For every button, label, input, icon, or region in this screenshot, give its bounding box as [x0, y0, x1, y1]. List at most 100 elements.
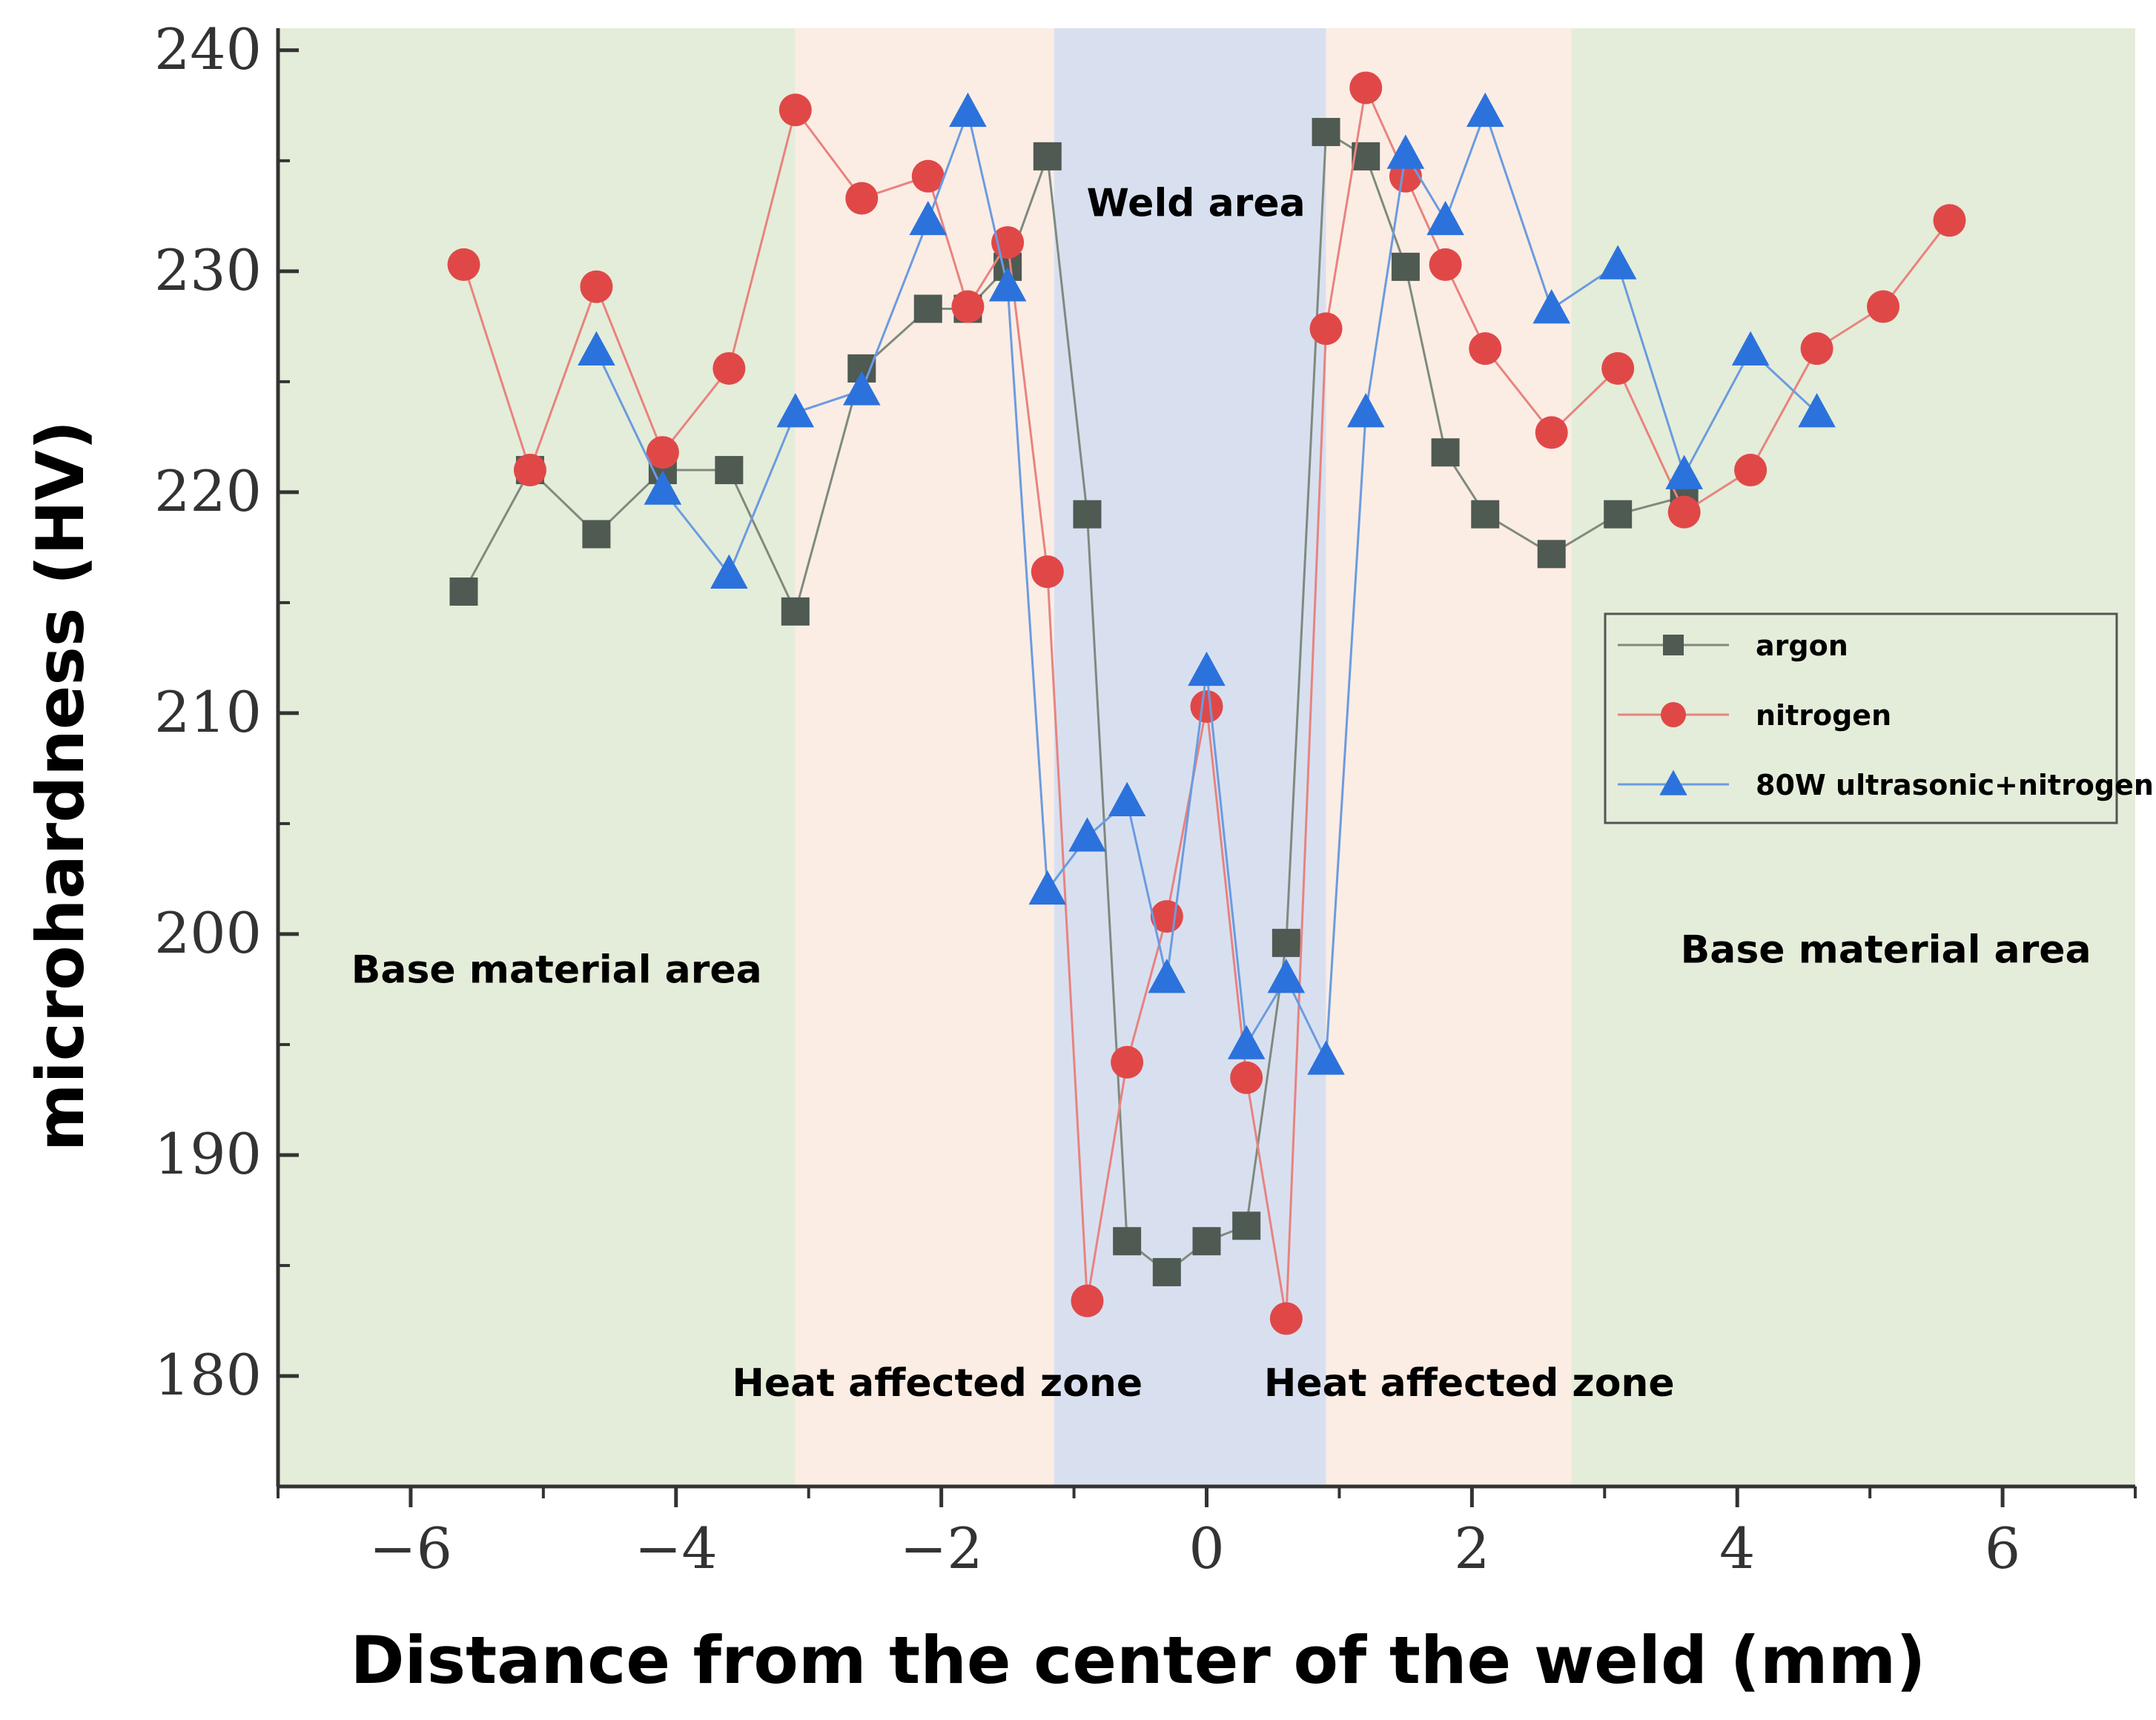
data-point — [1307, 1040, 1345, 1075]
region-label: Base material area — [351, 947, 762, 992]
data-point — [1426, 200, 1464, 236]
region-band — [278, 28, 796, 1486]
data-point — [991, 226, 1025, 259]
data-point — [1312, 118, 1340, 147]
data-point — [1665, 454, 1703, 489]
data-point — [715, 456, 744, 485]
data-point — [949, 92, 987, 128]
data-point — [712, 351, 746, 385]
data-point — [1068, 817, 1106, 852]
data-point — [580, 270, 613, 303]
x-tick-label: −6 — [369, 1515, 452, 1581]
axes-layer: 180 190 200 210 220 230 240 −6 −4 −2 0 2 4 6 — [154, 16, 2137, 1581]
data-point — [1867, 290, 1900, 323]
legend: argon nitrogen 80W ultrasonic+nitrogen — [1604, 612, 2154, 824]
x-tick-label: −2 — [900, 1515, 983, 1581]
x-tick-label: 6 — [1985, 1515, 2020, 1581]
legend-item: nitrogen — [1618, 699, 1891, 732]
region-label: Weld area — [1087, 181, 1306, 225]
data-point — [778, 93, 812, 127]
data-point — [1111, 1045, 1144, 1079]
legend-label: argon — [1756, 629, 1848, 662]
data-point — [1386, 134, 1425, 169]
x-axis-title: Distance from the center of the weld (mm… — [351, 1622, 1926, 1698]
data-point — [1466, 92, 1504, 128]
legend-marker — [1663, 635, 1684, 655]
data-point — [1798, 393, 1836, 428]
y-tick-label: 210 — [154, 679, 262, 745]
data-point — [988, 267, 1027, 302]
data-point — [845, 182, 879, 215]
region-label: Base material area — [1681, 928, 2091, 973]
y-tick-label: 180 — [154, 1342, 262, 1408]
data-point — [842, 371, 881, 406]
data-point — [911, 159, 945, 193]
legend-box — [1604, 612, 2118, 824]
x-tick-label: 2 — [1454, 1515, 1489, 1581]
data-point — [776, 393, 815, 428]
data-point — [1471, 500, 1500, 529]
data-point — [447, 248, 480, 281]
data-point — [1028, 870, 1067, 905]
data-point — [1269, 1302, 1303, 1335]
legend-marker — [1659, 770, 1687, 796]
data-point — [578, 331, 615, 366]
data-point — [1604, 500, 1633, 529]
data-point — [1230, 1061, 1263, 1094]
y-tick-label: 240 — [154, 16, 262, 82]
data-point — [1346, 393, 1385, 428]
data-point — [1535, 416, 1568, 449]
data-point — [1598, 245, 1637, 280]
data-point — [1071, 1284, 1104, 1317]
legend-item: argon — [1618, 629, 1848, 662]
data-point — [1227, 1025, 1266, 1059]
data-point — [1033, 142, 1062, 171]
y-tick-label: 220 — [154, 458, 262, 524]
data-point — [1731, 331, 1770, 366]
data-point — [1469, 332, 1502, 366]
data-point — [710, 554, 748, 589]
data-point — [1108, 781, 1146, 816]
series-layer — [447, 71, 1966, 1335]
data-point — [1192, 1227, 1221, 1256]
region-label: Heat affected zone — [732, 1361, 1143, 1406]
data-point — [513, 454, 546, 487]
legend-item: 80W ultrasonic+nitrogen — [1618, 769, 2154, 801]
data-point — [1232, 1211, 1261, 1240]
data-point — [1267, 959, 1306, 993]
data-point — [1933, 204, 1966, 237]
data-point — [1190, 689, 1223, 723]
y-tick-label: 190 — [154, 1121, 262, 1187]
data-point — [1391, 252, 1420, 281]
data-point — [1031, 555, 1064, 589]
data-point — [1537, 540, 1566, 569]
data-point — [644, 470, 682, 505]
data-point — [951, 290, 985, 323]
data-point — [1152, 1257, 1181, 1286]
legend-marker — [1661, 702, 1686, 727]
data-point — [1667, 495, 1701, 529]
y-tick-label: 230 — [154, 237, 262, 303]
annotations-layer: Base material area Weld area Heat affected… — [351, 181, 2091, 1405]
data-point — [1532, 289, 1571, 324]
series-triangle — [578, 92, 1836, 1075]
data-point — [1309, 312, 1343, 345]
x-tick-label: −4 — [635, 1515, 718, 1581]
data-point — [1800, 332, 1833, 366]
data-point — [913, 294, 942, 323]
data-point — [1349, 71, 1383, 105]
data-point — [1734, 454, 1768, 487]
data-point — [582, 520, 611, 549]
region-label: Heat affected zone — [1264, 1361, 1675, 1406]
y-axis-title: microhardness (HV) — [22, 420, 99, 1151]
legend-label: 80W ultrasonic+nitrogen — [1756, 769, 2154, 801]
data-point — [1601, 351, 1635, 385]
legend-label: nitrogen — [1756, 699, 1891, 732]
data-point — [1431, 438, 1460, 467]
x-tick-label: 0 — [1188, 1515, 1224, 1581]
region-band — [1054, 28, 1326, 1486]
data-point — [1113, 1227, 1142, 1256]
data-point — [1188, 651, 1226, 687]
data-point — [1073, 500, 1102, 529]
